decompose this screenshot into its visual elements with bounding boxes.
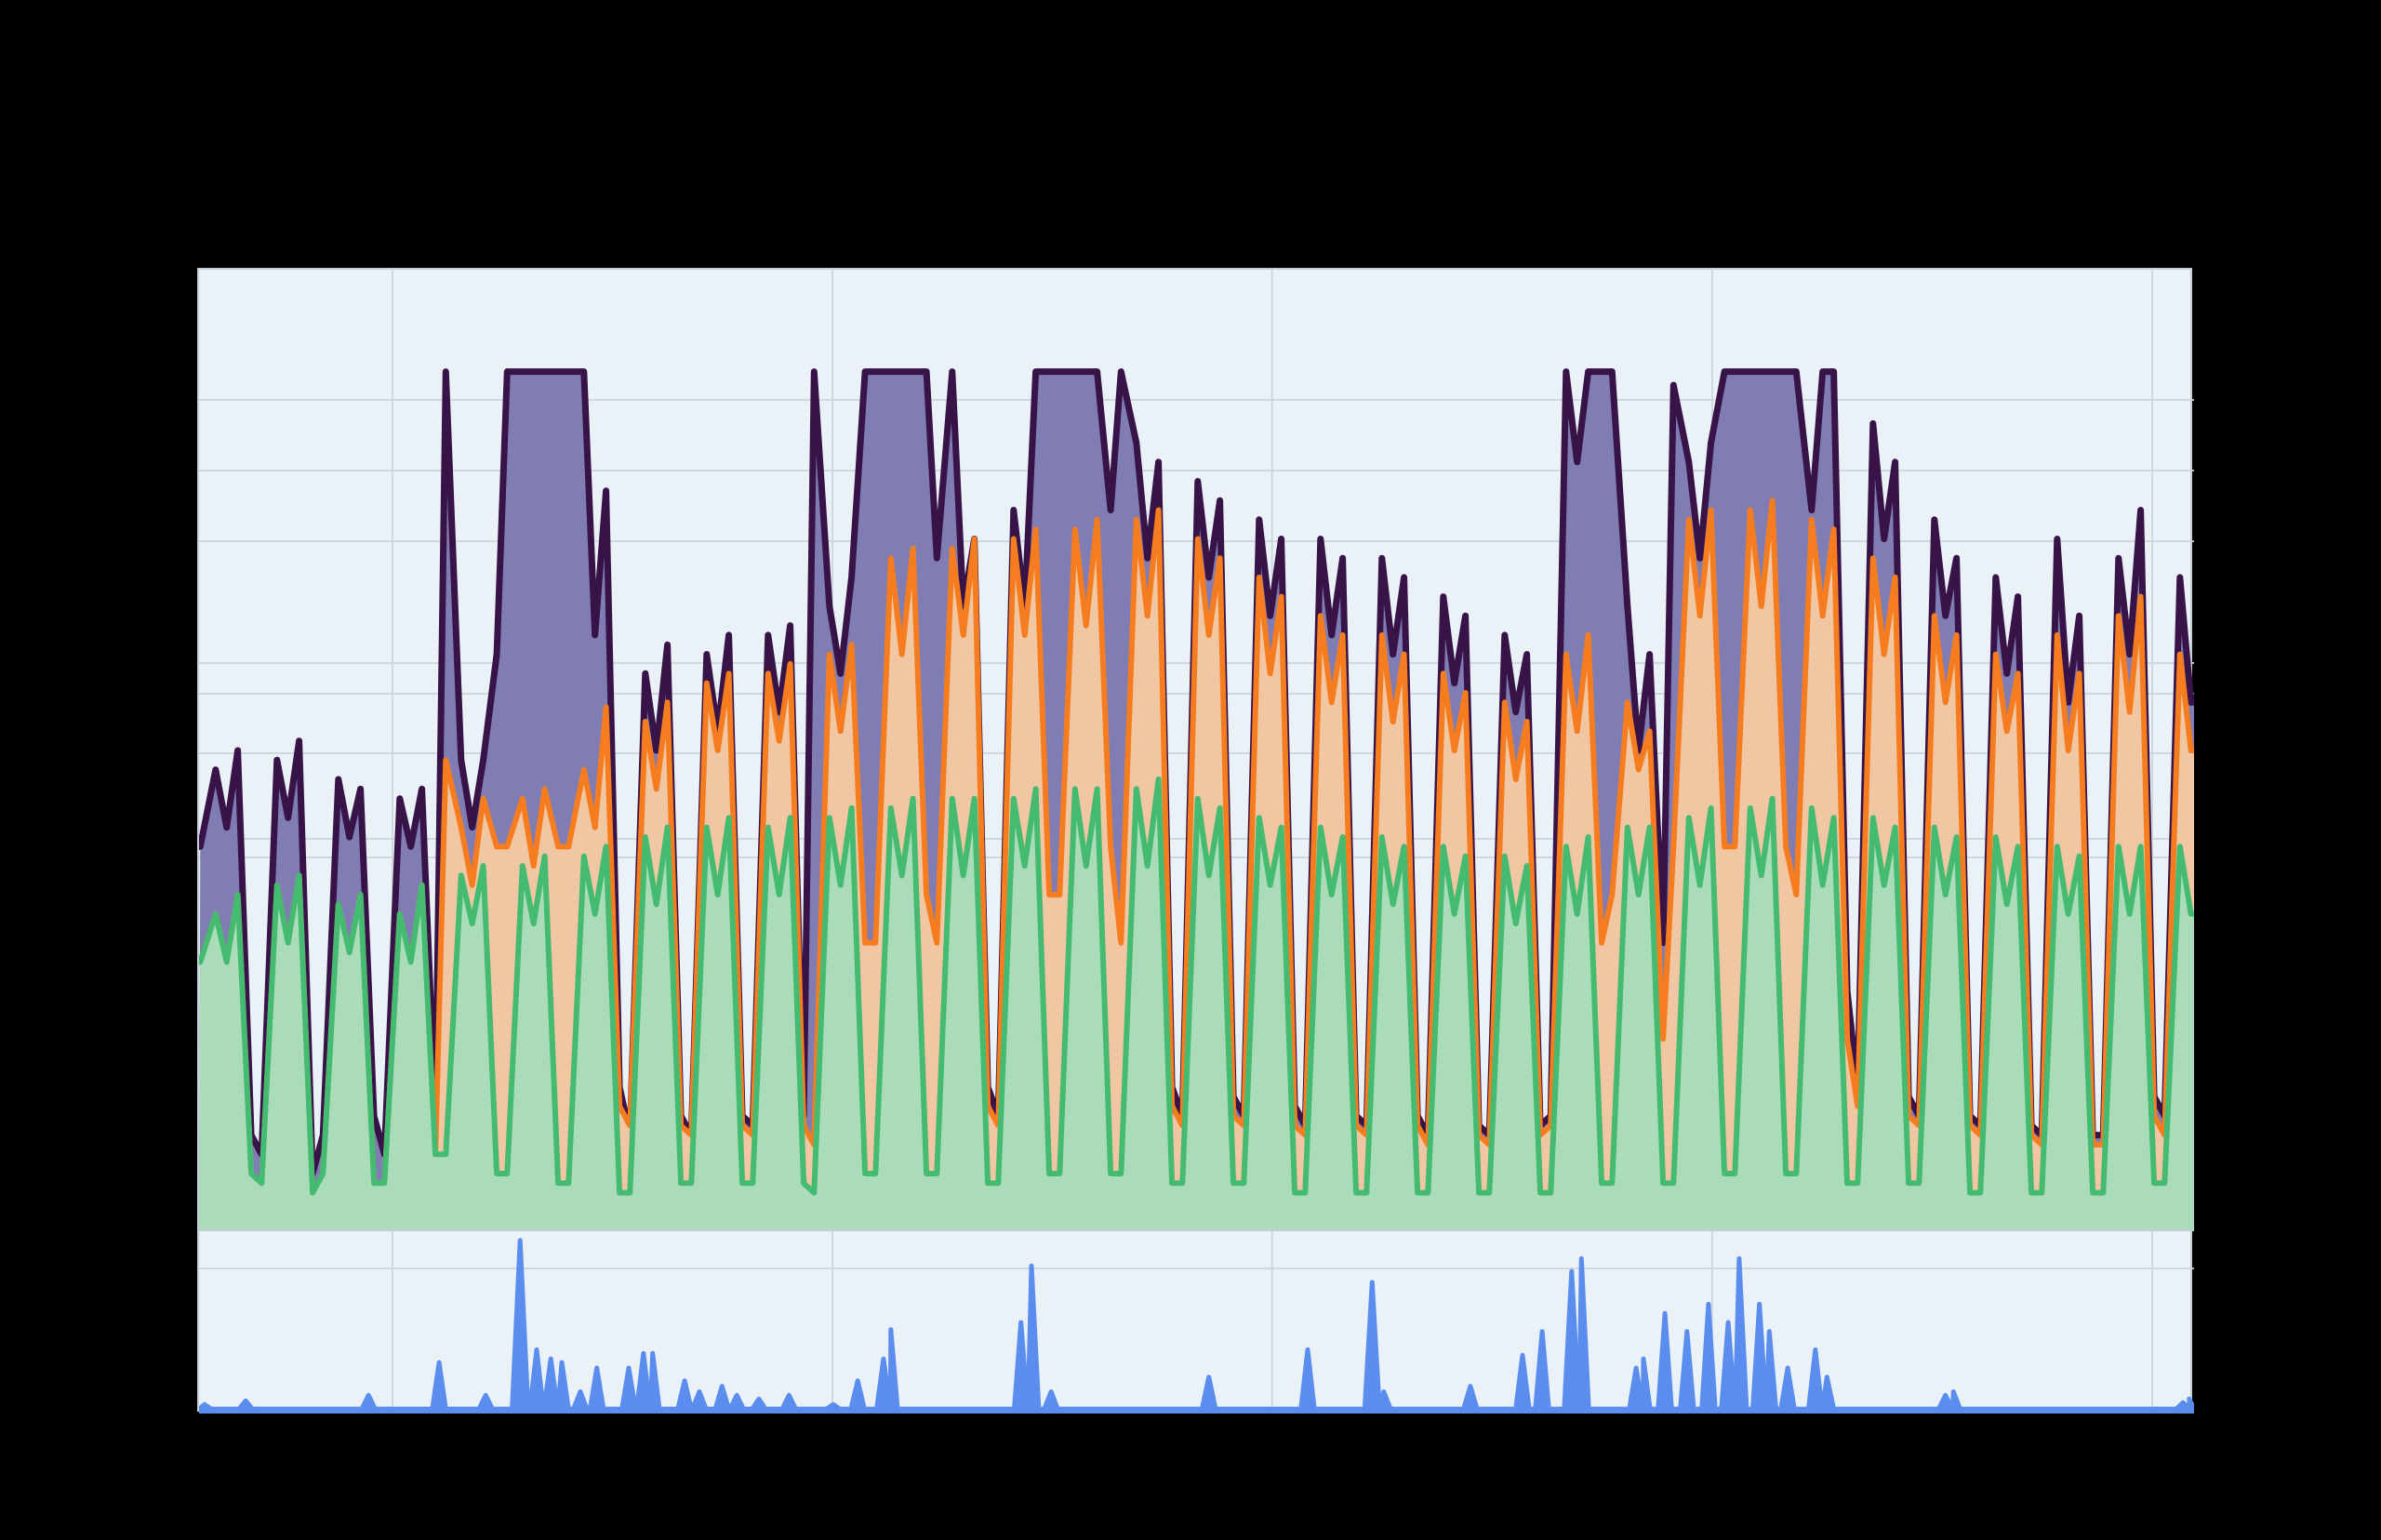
top-chart-svg <box>199 270 2194 1231</box>
bottom-chart-svg <box>199 1231 2194 1414</box>
bottom-axes <box>197 1229 2194 1414</box>
series-orange-line <box>199 498 2194 1196</box>
top-axes <box>197 268 2194 1231</box>
series-blue-line <box>199 1238 2194 1412</box>
series-purple-line <box>199 368 2194 1177</box>
series-green-line <box>199 777 2194 1196</box>
series-blue-fill <box>199 1240 2194 1414</box>
series-green-fill <box>199 779 2194 1231</box>
